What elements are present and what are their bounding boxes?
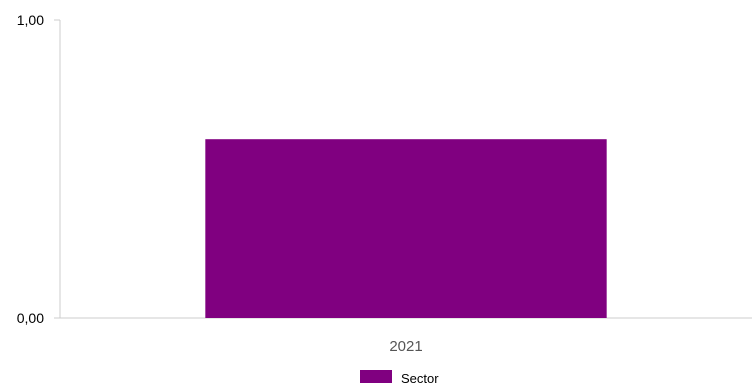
legend: Sector (360, 370, 439, 386)
bar-sector-2021[interactable] (205, 139, 607, 318)
bars (205, 139, 607, 318)
legend-label[interactable]: Sector (401, 371, 439, 386)
y-tick-label: 1,00 (17, 12, 44, 28)
y-tick-label: 0,00 (17, 310, 44, 326)
labels: 1,00 0,00 2021 (17, 12, 423, 355)
legend-swatch[interactable] (360, 370, 392, 383)
x-category-label: 2021 (389, 338, 422, 355)
